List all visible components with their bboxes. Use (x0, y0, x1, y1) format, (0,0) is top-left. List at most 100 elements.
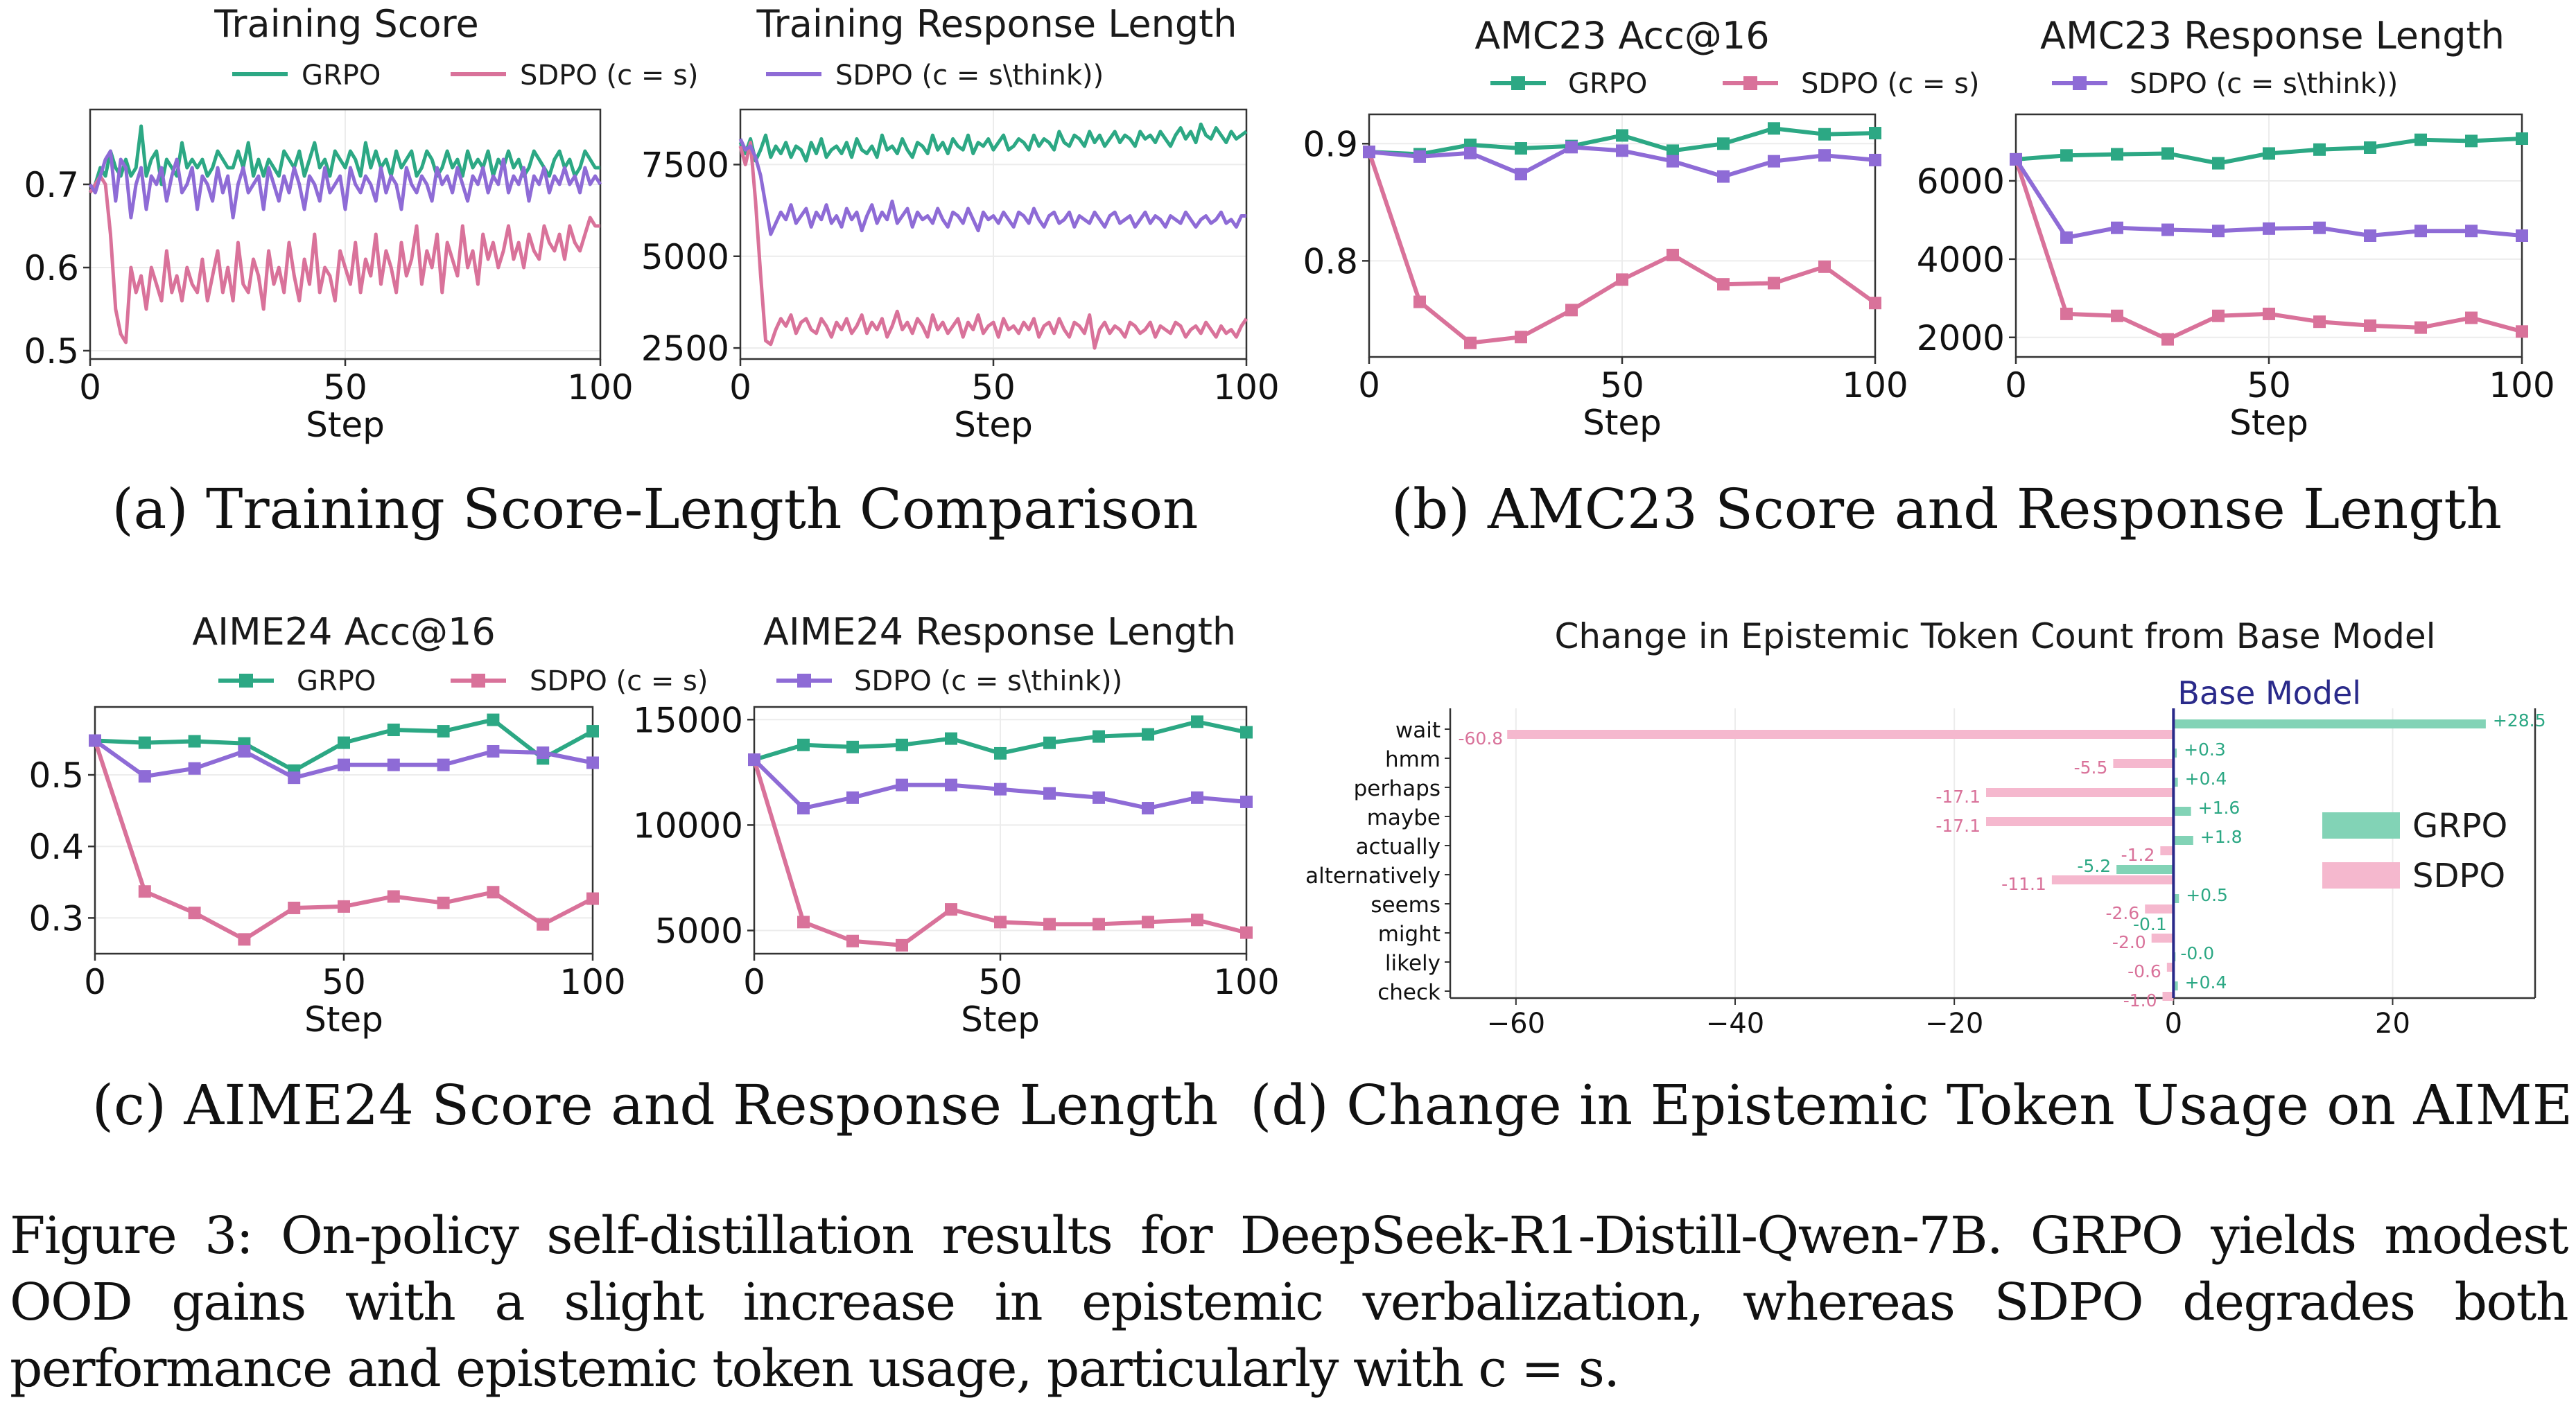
x-axis-label: Step (961, 999, 1040, 1040)
legend-label-grpo: GRPO (2412, 807, 2507, 846)
legend-label-grpo: GRPO (1568, 68, 1647, 100)
bar-sdpo (2113, 759, 2174, 768)
data-point-grpo (138, 736, 151, 749)
y-tick-label: 0.8 (1303, 241, 1358, 281)
series-line-sdpo_think (88, 149, 602, 220)
bar-sdpo (2162, 992, 2174, 1001)
data-point-sdpo (387, 890, 400, 903)
data-point-sdpo_think (1043, 787, 1056, 800)
data-point-grpo (2516, 132, 2528, 145)
y-tick-label: 10000 (633, 805, 743, 846)
x-tick-label: 0 (1358, 365, 1380, 405)
caption-a: (a) Training Score-Length Comparison (112, 477, 1198, 541)
plot-training-score: 0 50 100 0.5 0.6 0.7 Step (24, 108, 634, 445)
data-point-grpo (1666, 144, 1679, 157)
data-point-sdpo (2161, 333, 2174, 346)
data-point-sdpo (2516, 325, 2528, 338)
series-line-grpo (738, 122, 1248, 163)
data-point-grpo (1515, 142, 1527, 155)
legend-label-sdpo: SDPO (2412, 857, 2505, 895)
data-label-sdpo: -60.8 (1459, 728, 1504, 749)
legend-marker-grpo (1511, 76, 1525, 90)
data-point-sdpo (138, 885, 151, 898)
data-point-sdpo_think (896, 778, 908, 792)
data-point-sdpo (2364, 319, 2376, 332)
series-line-sdpo_think (738, 138, 1246, 236)
data-point-sdpo_think (537, 746, 550, 760)
y-tick-label: 0.4 (28, 827, 84, 867)
data-point-sdpo (2111, 309, 2123, 322)
data-point-grpo (1142, 728, 1154, 741)
y-tick-label: 0.9 (1303, 124, 1358, 164)
data-point-sdpo_think (2010, 152, 2022, 166)
data-point-sdpo_think (1191, 791, 1203, 804)
plot-aime-acc: 0 50 100 0.3 0.4 0.5 Step (28, 706, 626, 1040)
data-point-sdpo_think (2364, 229, 2376, 242)
y-tick-label: 7500 (641, 145, 729, 185)
data-point-sdpo_think (2516, 229, 2528, 242)
data-point-grpo (797, 738, 810, 751)
bar-grpo (2173, 749, 2177, 758)
data-point-sdpo (2212, 309, 2225, 322)
data-point-sdpo_think (797, 802, 810, 815)
data-point-sdpo (537, 918, 550, 931)
plot-epistemic-bars: −60 −40 −20 0 20 wait +28.5 -60.8 hmm +0.3 -5.5 per… (1305, 674, 2545, 1040)
data-point-grpo (338, 736, 350, 749)
data-point-sdpo (1240, 926, 1253, 939)
legend-c: GRPO SDPO (c = s) SDPO (c = s\think)) (218, 665, 1122, 697)
category-label: likely (1385, 951, 1441, 976)
category-label: seems (1370, 893, 1441, 918)
data-point-sdpo_think (1464, 146, 1477, 159)
x-tick-label: 0 (2165, 1008, 2182, 1040)
data-point-sdpo_think (586, 756, 599, 769)
data-point-grpo (2263, 147, 2275, 160)
x-axis-label: Step (2229, 403, 2308, 443)
bar-grpo (2116, 865, 2174, 874)
data-point-sdpo_think (2414, 225, 2427, 238)
data-label-grpo: +1.6 (2198, 798, 2240, 818)
data-point-sdpo_think (1616, 144, 1628, 157)
data-point-sdpo_think (1768, 155, 1780, 168)
data-point-sdpo_think (138, 770, 151, 783)
data-point-sdpo_think (437, 758, 450, 771)
data-point-grpo (2364, 141, 2376, 154)
data-point-sdpo (1515, 331, 1527, 344)
legend-label-sdpo: SDPO (c = s) (530, 665, 708, 697)
plot-amc-acc: 0 50 100 0.8 0.9 Step (1303, 113, 1908, 443)
data-point-sdpo (338, 900, 350, 913)
chart-title-train-score: Training Score (214, 2, 478, 46)
data-point-grpo (1043, 736, 1056, 749)
x-axis-label: Step (954, 405, 1033, 445)
data-label-grpo: -0.1 (2133, 914, 2167, 934)
data-point-sdpo (2313, 315, 2326, 329)
data-label-sdpo: -17.1 (1935, 816, 1981, 836)
legend-d: GRPO SDPO (2322, 807, 2507, 895)
base-model-label: Base Model (2177, 674, 2361, 712)
x-tick-label: −20 (1925, 1008, 1983, 1040)
legend-marker-grpo (239, 674, 253, 688)
y-tick-label: 5000 (641, 237, 729, 277)
data-point-sdpo (2263, 307, 2275, 320)
chart-title-aime-length: AIME24 Response Length (763, 610, 1236, 654)
y-tick-label: 6000 (1917, 161, 2005, 202)
y-tick-label: 0.7 (24, 165, 79, 205)
bar-sdpo (2151, 934, 2174, 943)
y-tick-label: 4000 (1917, 240, 2005, 280)
figure-caption: Figure 3: On-policy self-distillation re… (10, 1203, 2569, 1402)
data-point-sdpo (1666, 248, 1679, 261)
bar-sdpo (1507, 730, 2174, 739)
data-label-sdpo: -11.1 (2001, 874, 2046, 894)
bar-sdpo (2166, 963, 2174, 972)
y-tick-label: 2500 (641, 329, 729, 369)
y-tick-label: 2000 (1917, 318, 2005, 358)
data-point-sdpo (1717, 278, 1730, 291)
data-point-sdpo_think (1869, 153, 1881, 166)
x-tick-label: 0 (729, 367, 751, 408)
y-tick-label: 0.6 (24, 248, 79, 288)
x-tick-label: 50 (971, 367, 1016, 408)
data-point-grpo (188, 735, 201, 748)
x-tick-label: 50 (1600, 365, 1644, 405)
x-tick-label: 50 (978, 962, 1022, 1002)
data-point-sdpo (797, 916, 810, 929)
